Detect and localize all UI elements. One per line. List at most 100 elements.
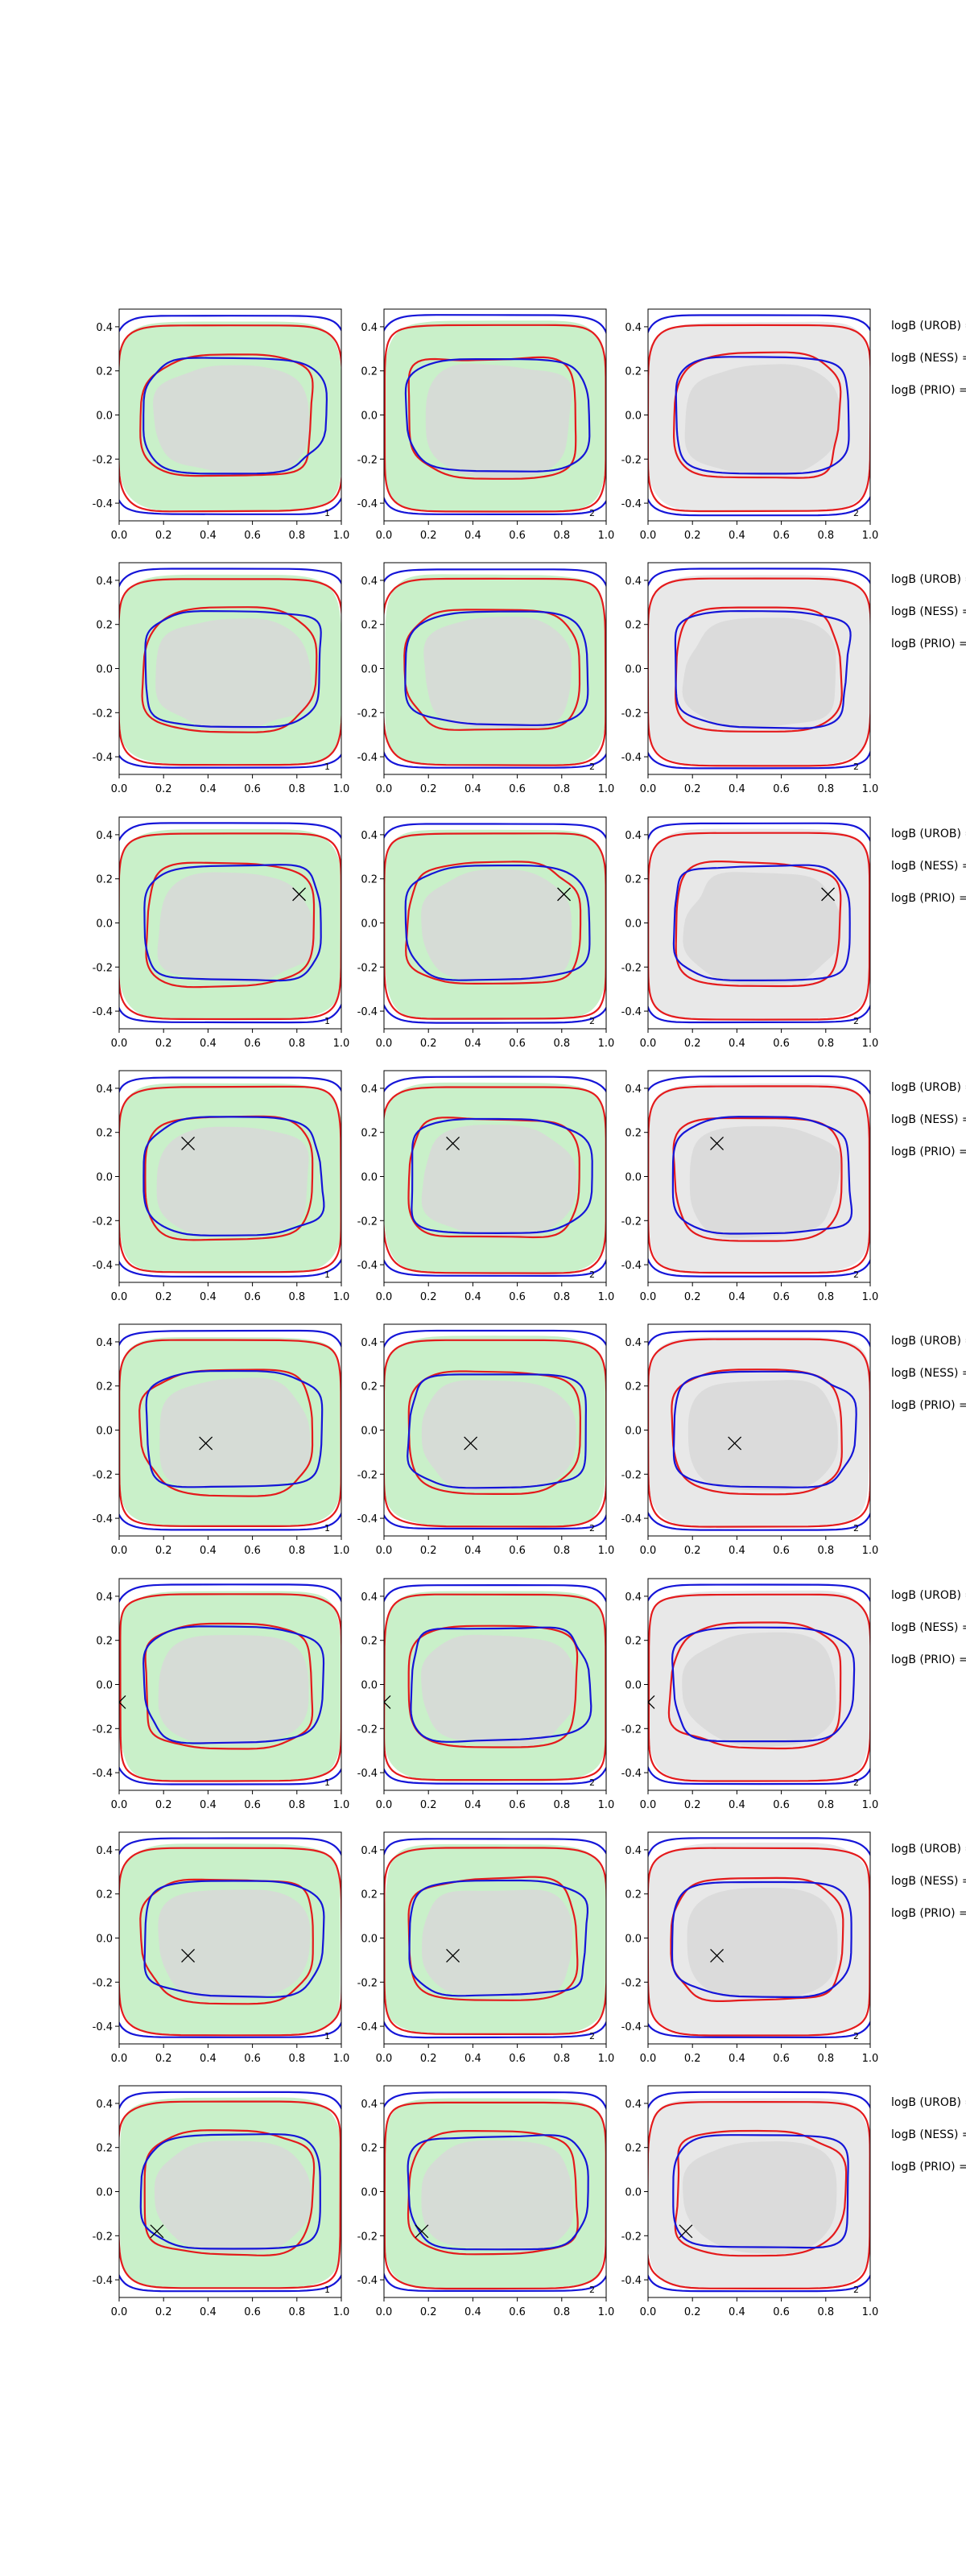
panel-row-3: 0.0 0.2 0.4 0.6 0.8 1.00.40.20.0-0.2-0.410.0 0…: [93, 816, 966, 1050]
panel-corner-label: 2: [589, 2285, 595, 2295]
y-tick-label: -0.4: [357, 2275, 378, 2287]
logb-annotation: logB (PRIO) =: [891, 2161, 966, 2174]
y-tick-label: 0.0: [96, 411, 113, 423]
contour-blue-inner: [674, 609, 852, 729]
panel-r7-c2: 0.0 0.2 0.4 0.6 0.8 1.0 0.4 0.2 0.0 -0.2 -0.4 2: [357, 1831, 614, 2065]
contour-blue-inner: [671, 1116, 853, 1235]
contour-red-outer: [648, 1593, 870, 1782]
x-tick-label: 0.0: [111, 2306, 128, 2318]
contour-blue-inner: [143, 864, 322, 982]
y-tick-label: 0.0: [625, 1934, 642, 1946]
x-tick-label: 0.6: [244, 1291, 261, 1303]
panel-corner-label: 2: [589, 508, 595, 518]
y-tick-label: 0.4: [625, 1084, 642, 1096]
panel-corner-label: 1: [324, 2031, 330, 2041]
x-tick-label: 0.8: [553, 1545, 570, 1557]
contour-blue-outer: [384, 1838, 606, 2039]
panel-row-1: 0.0 0.2 0.4 0.6 0.8 1.00.40.20.0-0.2-0.410.0 0…: [93, 308, 966, 542]
y-tick-label: 0.2: [361, 2143, 378, 2155]
x-tick-label: 0.8: [817, 530, 834, 542]
x-tick-label: 0.2: [420, 1291, 437, 1303]
panel-corner-label: 2: [589, 1523, 595, 1534]
y-tick-label: 0.2: [96, 1128, 113, 1140]
y-tick-label: 0.2: [96, 1636, 113, 1648]
contour-blue-inner: [404, 865, 591, 981]
panel-row-2: 0.0 0.2 0.4 0.6 0.8 1.00.40.20.0-0.2-0.410.0 0…: [93, 562, 966, 795]
contour-blue-outer: [648, 1075, 870, 1278]
contour-red-outer: [648, 324, 870, 513]
x-tick-label: 0.4: [200, 1545, 217, 1557]
x-tick-label: 0.4: [729, 1291, 745, 1303]
y-tick-label: 0.2: [361, 1381, 378, 1393]
x-tick-label: 0.0: [376, 1291, 393, 1303]
y-tick-label: -0.2: [93, 708, 113, 720]
contour-blue-outer: [648, 1330, 870, 1531]
x-tick-label: 1.0: [598, 1545, 615, 1557]
contour-red-inner: [675, 861, 842, 988]
x-tick-label: 0.8: [817, 1545, 834, 1557]
panel-row-4: 0.0 0.2 0.4 0.6 0.8 1.00.40.20.0-0.2-0.410.0 0…: [93, 1070, 966, 1303]
contour-blue-inner: [672, 1370, 857, 1488]
y-tick-label: -0.2: [357, 1724, 378, 1736]
contour-blue-inner: [410, 1626, 592, 1743]
y-tick-label: -0.2: [357, 454, 378, 466]
contour-blue-inner: [408, 1879, 588, 1997]
contour-red-outer: [384, 324, 606, 513]
x-tick-label: 0.2: [684, 2306, 701, 2318]
x-tick-label: 0.4: [200, 2306, 217, 2318]
x-tick-label: 1.0: [862, 1038, 879, 1050]
x-tick-label: 0.8: [817, 783, 834, 795]
panel-r8-c2: 0.0 0.2 0.4 0.6 0.8 1.0 0.4 0.2 0.0 -0.2 -0.4 2: [357, 2085, 615, 2318]
x-tick-label: 0.4: [464, 1291, 481, 1303]
y-tick-label: -0.2: [93, 1724, 113, 1736]
y-tick-label: 0.0: [361, 1934, 378, 1946]
x-tick-label: 0.4: [464, 1799, 481, 1811]
x-tick-label: 0.8: [553, 1038, 570, 1050]
x-tick-label: 0.6: [509, 1038, 526, 1050]
x-tick-label: 0.6: [244, 530, 261, 542]
x-tick-label: 0.6: [773, 1799, 790, 1811]
y-tick-label: 0.2: [361, 1636, 378, 1648]
panel-corner-label: 2: [589, 1016, 595, 1026]
y-tick-label: -0.2: [357, 1469, 378, 1481]
x-tick-label: 0.6: [244, 2053, 261, 2065]
x-tick-label: 1.0: [598, 1038, 615, 1050]
y-tick-label: 0.2: [625, 1128, 642, 1140]
density-fill-inner: [157, 872, 316, 982]
y-tick-label: -0.4: [621, 498, 642, 510]
x-tick-label: 0.2: [420, 1545, 437, 1557]
x-tick-label: 0.8: [553, 783, 570, 795]
x-tick-label: 1.0: [598, 2306, 615, 2318]
x-tick-label: 0.2: [155, 1291, 172, 1303]
y-tick-label: -0.4: [93, 1260, 113, 1272]
x-tick-label: 0.8: [817, 1291, 834, 1303]
contour-blue-inner: [404, 610, 589, 726]
x-marker: [648, 1695, 655, 1709]
y-tick-label: -0.4: [93, 498, 113, 510]
contour-red-inner: [672, 351, 842, 479]
logb-annotation: logB (UROB) =: [891, 1081, 966, 1094]
x-tick-label: 0.0: [111, 2053, 128, 2065]
y-tick-label: 0.4: [361, 576, 378, 588]
y-tick-label: 0.0: [361, 2187, 378, 2199]
y-tick-label: -0.4: [93, 2275, 113, 2287]
density-fill-inner: [154, 2140, 312, 2253]
logb-annotation: logB (PRIO) =: [891, 638, 966, 650]
contour-blue-outer: [384, 1583, 606, 1785]
contour-blue-inner: [145, 1369, 324, 1488]
x-marker: [384, 1695, 391, 1709]
y-tick-label: 0.0: [361, 919, 378, 931]
x-marker: [728, 1436, 742, 1451]
x-tick-label: 0.0: [640, 1291, 657, 1303]
x-marker: [150, 2224, 164, 2239]
panel-r1-c2: 0.0 0.2 0.4 0.6 0.8 1.0 0.4 0.2 0.0 -0.2 -0.4 2: [357, 308, 614, 542]
x-tick-label: 1.0: [862, 783, 879, 795]
y-tick-label: -0.2: [357, 708, 378, 720]
contour-red-outer: [384, 2101, 606, 2290]
x-tick-label: 0.8: [817, 2053, 834, 2065]
x-tick-label: 0.0: [640, 2053, 657, 2065]
x-marker: [292, 887, 307, 902]
density-fill-inner: [421, 1634, 576, 1746]
x-tick-label: 0.4: [200, 1291, 217, 1303]
x-marker: [710, 1948, 724, 1963]
